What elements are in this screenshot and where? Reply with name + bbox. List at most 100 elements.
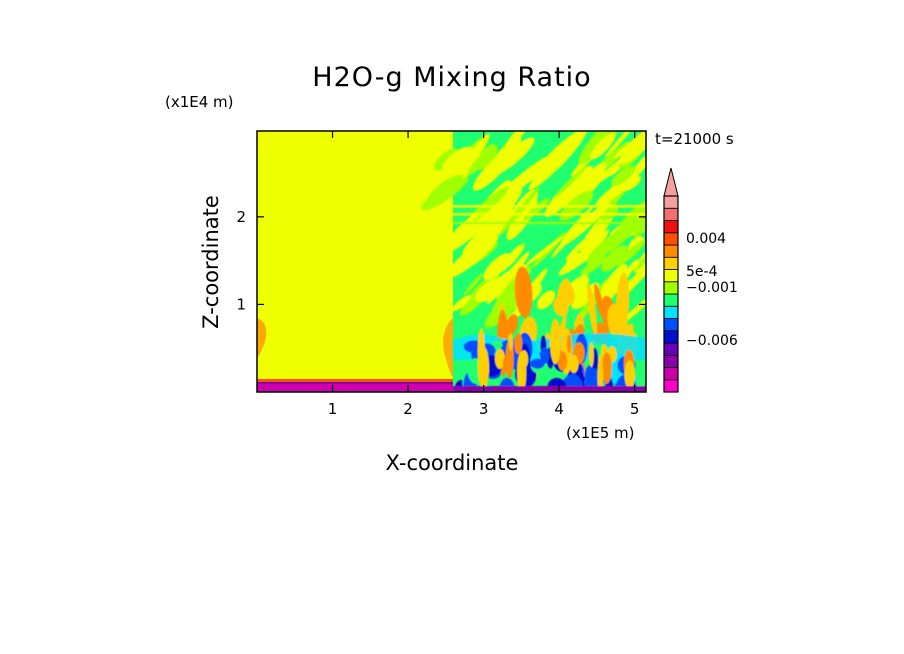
field-streak (599, 263, 628, 301)
field-lowplume (477, 327, 485, 375)
field-lowlevel (539, 347, 550, 364)
field-streak (574, 229, 610, 267)
plot-area (257, 131, 646, 392)
field-band (453, 205, 646, 208)
colorbar-segment-11 (663, 244, 679, 258)
field-streak (537, 290, 556, 310)
colorbar-label-1: 5e-4 (686, 264, 718, 280)
field-streak (445, 234, 499, 279)
field-streak (426, 174, 464, 207)
left-surface-edge (257, 379, 453, 382)
field-plume (553, 297, 569, 317)
field-plume (505, 314, 519, 336)
chart-title: H2O-g Mixing Ratio (312, 62, 591, 93)
field-streak (551, 216, 587, 259)
field-streak (590, 133, 615, 160)
colorbar-segment-1 (663, 367, 679, 381)
colorbar-segment-6 (663, 305, 679, 319)
field-lowplume (566, 334, 572, 353)
field-streak (467, 151, 490, 175)
field-streak (604, 131, 640, 158)
y-axis-label: Z-coordinate (199, 195, 223, 329)
colorbar-segment-10 (663, 256, 679, 270)
x-tick-label-0: 1 (328, 400, 338, 418)
field-streak (565, 234, 593, 261)
field-lowplume (494, 348, 506, 369)
field-lowplume (508, 333, 514, 351)
field-lowplume (569, 354, 579, 374)
colorbar-segment-12 (663, 232, 679, 246)
colorbar-segment-15 (663, 195, 679, 209)
field-lowplume (518, 366, 524, 389)
colorbar-segment-5 (663, 318, 679, 332)
plot-frame (256, 130, 647, 393)
field-lowplume (502, 356, 509, 373)
field-streak (611, 165, 636, 186)
field-plume (587, 283, 598, 336)
field-lowlevel (530, 358, 545, 369)
field-plume (560, 280, 575, 305)
field-plume (514, 266, 533, 318)
field-streak (636, 154, 646, 172)
colorbar-frame (663, 195, 679, 393)
field-streak (446, 214, 478, 245)
field-band (453, 213, 646, 216)
field-lowplume (514, 333, 523, 354)
field-streak (621, 250, 646, 296)
field-streak (433, 148, 458, 171)
field-streak (451, 294, 472, 312)
field-streak (463, 273, 483, 296)
field-streak (633, 208, 646, 237)
field-lowplume (624, 360, 636, 389)
field-band (453, 222, 646, 224)
colorbar-segment-13 (663, 220, 679, 234)
field-streak (524, 236, 563, 267)
field-streak (483, 253, 511, 281)
x-axis-ticks: 1 2 3 4 5 (328, 131, 640, 418)
field-streak (475, 277, 504, 303)
field-lowplume (601, 352, 612, 384)
colorbar-segment-0 (663, 379, 679, 393)
colorbar-segment-8 (663, 281, 679, 295)
field-streak (442, 146, 474, 173)
field-lowplume (549, 318, 561, 365)
field-streak (601, 245, 628, 272)
x-tick-label-4: 5 (630, 400, 640, 418)
right-edge-plume (443, 318, 453, 378)
colorbar-label-3: −0.006 (686, 333, 738, 349)
x-unit-label: (x1E5 m) (566, 424, 635, 442)
colorbar-extend-arrow (663, 167, 679, 197)
left-edge-plume (257, 318, 267, 358)
field-streak (528, 138, 580, 190)
y-axis-ticks: 12 (236, 208, 646, 313)
time-label: t=21000 s (655, 130, 734, 148)
field-streak (555, 166, 587, 197)
field-streak (618, 131, 646, 165)
field-streak (616, 239, 646, 267)
colorbar-segment-7 (663, 293, 679, 307)
y-tick-label-1: 2 (236, 208, 246, 226)
y-tick-label-0: 1 (236, 295, 246, 313)
field-plume (607, 303, 626, 341)
y-unit-label: (x1E4 m) (165, 93, 234, 111)
field-streak (571, 283, 600, 310)
colorbar-segment-14 (663, 207, 679, 221)
x-axis-label: X-coordinate (386, 451, 519, 475)
field-streak (633, 231, 646, 273)
field-streak (492, 136, 522, 166)
left-field-background (257, 131, 453, 392)
colorbar-segment-3 (663, 342, 679, 356)
colorbar-segment-9 (663, 269, 679, 283)
colorbar-label-0: 0.004 (686, 231, 726, 247)
field-plume (594, 283, 605, 318)
colorbar: 0.004 5e-4−0.001 −0.006 (663, 167, 738, 393)
field-lowplume (557, 351, 568, 371)
colorbar-segment-4 (663, 330, 679, 344)
field-streak (506, 198, 538, 241)
field-streak (609, 148, 646, 200)
field-streak (581, 162, 607, 189)
field-streak (501, 156, 547, 193)
colorbar-segment-2 (663, 354, 679, 368)
field-streak (578, 131, 624, 165)
